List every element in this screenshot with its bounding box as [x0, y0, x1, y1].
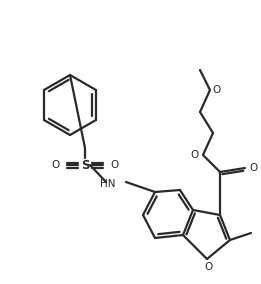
Text: O: O: [249, 163, 257, 173]
Text: O: O: [191, 150, 199, 160]
Text: O: O: [212, 85, 220, 95]
Text: O: O: [205, 262, 213, 272]
Text: S: S: [81, 158, 89, 172]
Text: HN: HN: [100, 179, 116, 189]
Text: O: O: [110, 160, 118, 170]
Text: O: O: [52, 160, 60, 170]
